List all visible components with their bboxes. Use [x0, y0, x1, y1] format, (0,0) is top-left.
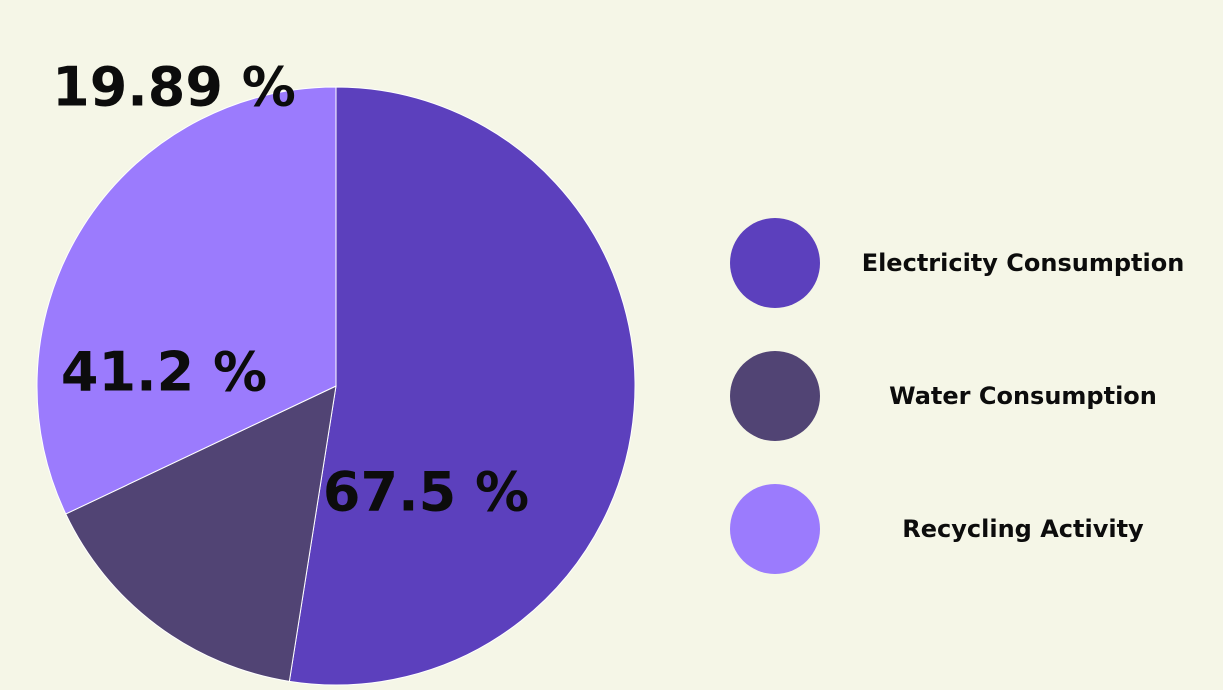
pie-slice-recycling: [36, 86, 337, 515]
pie-slice-electricity: [288, 86, 636, 686]
legend-item-recycling: Recycling Activity: [730, 484, 1210, 574]
slice-label-electricity: 67.5 %: [323, 461, 529, 524]
legend-swatch-water: [730, 351, 820, 441]
legend-item-electricity: Electricity Consumption: [730, 218, 1210, 308]
slice-label-recycling: 41.2 %: [61, 341, 267, 404]
legend-label-recycling: Recycling Activity: [902, 515, 1144, 543]
slice-label-water: 19.89 %: [52, 56, 296, 119]
pie-slices: [36, 86, 636, 686]
legend: Electricity Consumption Water Consumptio…: [730, 218, 1210, 617]
legend-label-water: Water Consumption: [889, 382, 1157, 410]
pie-slice-water: [65, 385, 337, 682]
legend-swatch-recycling: [730, 484, 820, 574]
legend-item-water: Water Consumption: [730, 351, 1210, 441]
pie-labels: 67.5 % 19.89 % 41.2 %: [52, 56, 529, 524]
legend-label-electricity: Electricity Consumption: [861, 249, 1185, 277]
legend-swatch-electricity: [730, 218, 820, 308]
